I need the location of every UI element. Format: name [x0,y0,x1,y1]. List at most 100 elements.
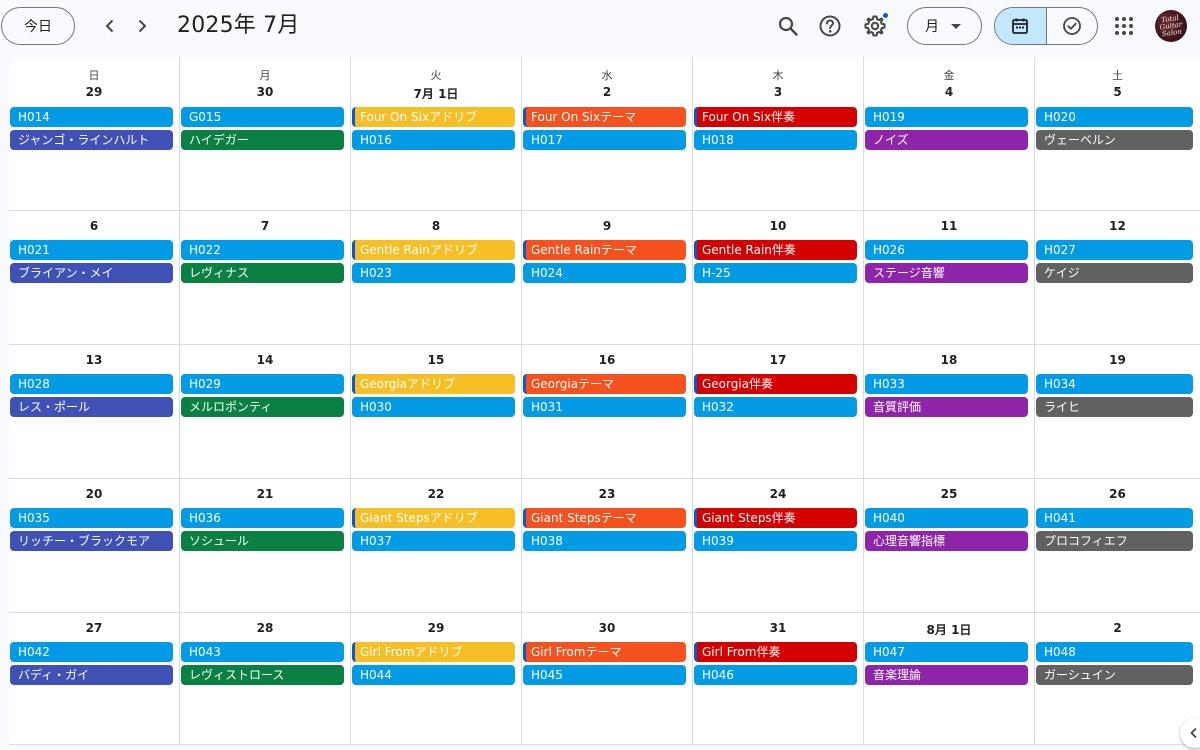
day-cell[interactable]: 日 29 H014 ジャンゴ・ラインハルト [9,57,180,211]
today-button[interactable]: 今日 [1,7,75,45]
event-chip[interactable]: H028 [10,374,173,394]
day-number[interactable]: 24 [769,487,787,501]
day-number[interactable]: 19 [1109,353,1126,367]
event-chip[interactable]: Georgia伴奏 [694,374,857,394]
event-chip[interactable]: H027 [1036,240,1193,260]
day-cell[interactable]: 18 H033 音質評価 [864,345,1035,479]
event-chip[interactable]: H024 [523,263,686,283]
day-cell[interactable]: 19 H034 ライヒ [1035,345,1200,479]
day-number[interactable]: 29 [85,85,103,99]
event-chip[interactable]: ノイズ [865,130,1028,150]
event-chip[interactable]: 心理音響指標 [865,531,1028,551]
event-chip[interactable]: H046 [694,665,857,685]
search-button[interactable] [773,11,803,41]
day-number[interactable]: 23 [598,487,616,501]
event-chip[interactable]: Georgiaアドリブ [352,374,515,394]
day-number[interactable]: 29 [427,621,445,635]
event-chip[interactable]: ソシュール [181,531,344,551]
day-number[interactable]: 31 [769,621,787,635]
day-cell[interactable]: 20 H035 リッチー・ブラックモア [9,479,180,613]
event-chip[interactable]: H041 [1036,508,1193,528]
event-chip[interactable]: Giant Stepsアドリブ [352,508,515,528]
day-number[interactable]: 26 [1109,487,1126,501]
day-cell[interactable]: 火 7月 1日 Four On Sixアドリブ H016 [351,57,522,211]
day-cell[interactable]: 6 H021 ブライアン・メイ [9,211,180,345]
event-chip[interactable]: H030 [352,397,515,417]
day-cell[interactable]: 30 Girl Fromテーマ H045 [522,613,693,745]
event-chip[interactable]: G015 [181,107,344,127]
day-number[interactable]: 22 [427,487,445,501]
event-chip[interactable]: H019 [865,107,1028,127]
event-chip[interactable]: H034 [1036,374,1193,394]
day-number[interactable]: 30 [256,85,274,99]
day-cell[interactable]: 22 Giant Stepsアドリブ H037 [351,479,522,613]
calendar-view-button[interactable] [995,8,1046,44]
next-month-button[interactable] [127,11,157,41]
event-chip[interactable]: H026 [865,240,1028,260]
day-cell[interactable]: 21 H036 ソシュール [180,479,351,613]
event-chip[interactable]: H047 [865,642,1028,662]
day-cell[interactable]: 9 Gentle Rainテーマ H024 [522,211,693,345]
event-chip[interactable]: H040 [865,508,1028,528]
previous-month-button[interactable] [95,11,125,41]
event-chip[interactable]: H048 [1036,642,1193,662]
day-number[interactable]: 16 [598,353,616,367]
event-chip[interactable]: H017 [523,130,686,150]
day-cell[interactable]: 土 5 H020 ヴェーベルン [1035,57,1200,211]
day-number[interactable]: 15 [427,353,445,367]
day-cell[interactable]: 10 Gentle Rain伴奏 H-25 [693,211,864,345]
day-number[interactable]: 7月 1日 [413,87,459,101]
event-chip[interactable]: H036 [181,508,344,528]
event-chip[interactable]: Giant Stepsテーマ [523,508,686,528]
help-button[interactable] [815,11,845,41]
event-chip[interactable]: バディ・ガイ [10,665,173,685]
event-chip[interactable]: ハイデガー [181,130,344,150]
event-chip[interactable]: H042 [10,642,173,662]
event-chip[interactable]: H044 [352,665,515,685]
event-chip[interactable]: レス・ポール [10,397,173,417]
event-chip[interactable]: Four On Six伴奏 [694,107,857,127]
day-number[interactable]: 6 [89,219,99,233]
event-chip[interactable]: H043 [181,642,344,662]
day-cell[interactable]: 27 H042 バディ・ガイ [9,613,180,745]
day-cell[interactable]: 月 30 G015 ハイデガー [180,57,351,211]
day-number[interactable]: 8 [431,219,441,233]
day-number[interactable]: 7 [260,219,270,233]
day-cell[interactable]: 8月 1日 H047 音楽理論 [864,613,1035,745]
day-cell[interactable]: 金 4 H019 ノイズ [864,57,1035,211]
event-chip[interactable]: Gentle Rain伴奏 [694,240,857,260]
day-number[interactable]: 27 [85,621,103,635]
day-cell[interactable]: 14 H029 メルロポンティ [180,345,351,479]
day-cell[interactable]: 28 H043 レヴィストロース [180,613,351,745]
event-chip[interactable]: H014 [10,107,173,127]
event-chip[interactable]: ジャンゴ・ラインハルト [10,130,173,150]
event-chip[interactable]: ライヒ [1036,397,1193,417]
event-chip[interactable]: H023 [352,263,515,283]
event-chip[interactable]: ケイジ [1036,263,1193,283]
day-number[interactable]: 21 [256,487,274,501]
event-chip[interactable]: 音楽理論 [865,665,1028,685]
event-chip[interactable]: H037 [352,531,515,551]
event-chip[interactable]: Giant Steps伴奏 [694,508,857,528]
day-number[interactable]: 5 [1113,85,1122,99]
event-chip[interactable]: Four On Sixアドリブ [352,107,515,127]
event-chip[interactable]: H029 [181,374,344,394]
day-number[interactable]: 28 [256,621,274,635]
event-chip[interactable]: 音質評価 [865,397,1028,417]
day-number[interactable]: 2 [1113,621,1122,635]
day-number[interactable]: 18 [940,353,958,367]
event-chip[interactable]: Gentle Rainテーマ [523,240,686,260]
event-chip[interactable]: Gentle Rainアドリブ [352,240,515,260]
side-panel-toggle[interactable] [1180,718,1200,748]
apps-grid-button[interactable] [1112,14,1136,38]
event-chip[interactable]: H033 [865,374,1028,394]
avatar[interactable]: Total Guitar Salon [1155,10,1187,42]
event-chip[interactable]: H018 [694,130,857,150]
day-number[interactable]: 20 [85,487,103,501]
day-cell[interactable]: 23 Giant Stepsテーマ H038 [522,479,693,613]
event-chip[interactable]: ガーシュイン [1036,665,1193,685]
day-cell[interactable]: 16 Georgiaテーマ H031 [522,345,693,479]
day-number[interactable]: 13 [85,353,103,367]
day-number[interactable]: 12 [1109,219,1126,233]
day-cell[interactable]: 24 Giant Steps伴奏 H039 [693,479,864,613]
